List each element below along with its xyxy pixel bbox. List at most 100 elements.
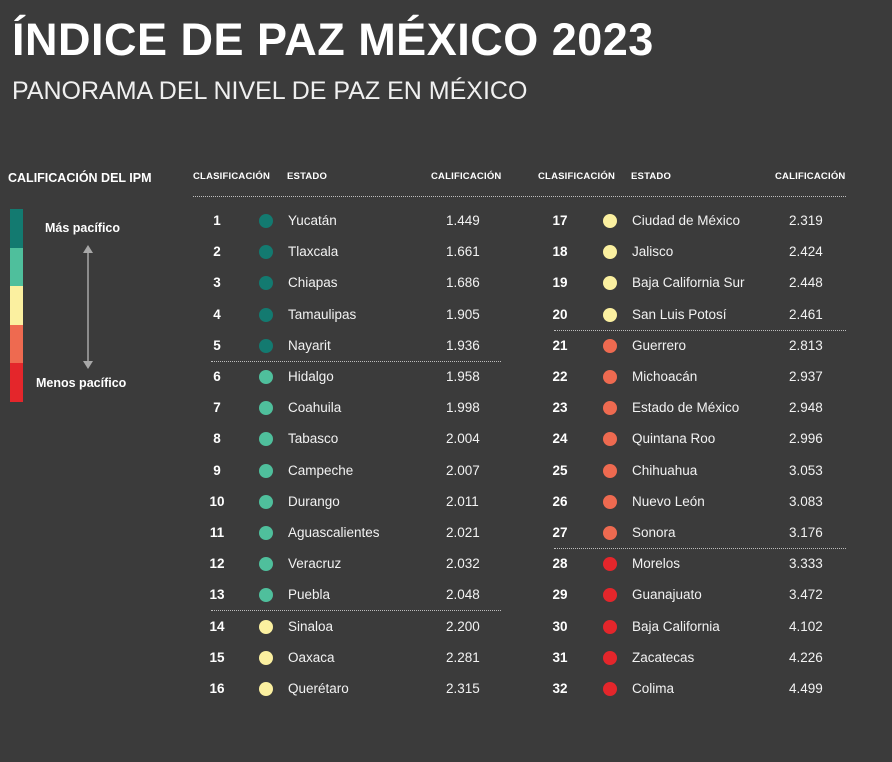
row-score: 2.315: [446, 681, 480, 696]
row-score: 2.011: [446, 493, 479, 509]
table-row: 1 Yucatán 1.449: [197, 211, 506, 231]
row-rank: 4: [213, 306, 221, 322]
row-score: 2.200: [446, 618, 480, 634]
row-state: Querétaro: [288, 681, 349, 696]
row-state: Nuevo León: [632, 493, 705, 509]
table-row: 16 Querétaro 2.315: [197, 679, 506, 699]
row-color-dot: [259, 432, 273, 447]
row-rank: 23: [552, 400, 568, 416]
row-color-dot: [603, 276, 617, 291]
row-score: 2.448: [789, 275, 823, 291]
row-rank: 16: [209, 681, 225, 696]
table-row: 32 Colima 4.499: [540, 679, 849, 699]
row-score: 2.007: [446, 462, 480, 478]
legend-color-segment: [10, 286, 23, 325]
row-state: Durango: [288, 493, 340, 509]
table-row: 3 Chiapas 1.686: [197, 273, 506, 293]
row-score: 3.176: [789, 525, 823, 540]
row-score: 1.449: [446, 213, 480, 228]
row-score: 1.958: [446, 369, 480, 384]
table-row: 12 Veracruz 2.032: [197, 554, 506, 574]
row-score: 3.083: [789, 493, 823, 509]
row-rank: 8: [213, 431, 221, 447]
row-score: 3.053: [789, 462, 823, 478]
group-divider: [554, 329, 846, 331]
row-color-dot: [603, 650, 617, 665]
row-color-dot: [603, 432, 617, 447]
row-rank: 11: [209, 525, 225, 540]
row-state: Yucatán: [288, 213, 337, 228]
header-state-left: ESTADO: [287, 171, 328, 182]
row-state: Guanajuato: [632, 587, 702, 603]
row-rank: 12: [209, 556, 225, 572]
row-color-dot: [603, 619, 617, 634]
row-color-dot: [259, 245, 273, 260]
row-color-dot: [259, 463, 273, 478]
row-color-dot: [603, 588, 617, 603]
row-state: Quintana Roo: [632, 431, 716, 447]
table-row: 17 Ciudad de México 2.319: [540, 211, 849, 231]
row-rank: 5: [213, 337, 221, 353]
row-state: Hidalgo: [288, 369, 334, 384]
row-rank: 22: [552, 369, 568, 384]
row-rank: 3: [213, 275, 221, 291]
row-score: 3.333: [789, 556, 823, 572]
table-row: 8 Tabasco 2.004: [197, 429, 506, 449]
table-row: 25 Chihuahua 3.053: [540, 461, 849, 481]
header-score-left: CALIFICACIÓN: [431, 171, 502, 182]
table-row: 7 Coahuila 1.998: [197, 398, 506, 418]
header-divider: [193, 196, 846, 197]
row-score: 4.499: [789, 681, 823, 696]
table-row: 28 Morelos 3.333: [540, 554, 849, 574]
table-row: 9 Campeche 2.007: [197, 461, 506, 481]
row-rank: 14: [209, 618, 225, 634]
row-rank: 9: [213, 462, 221, 478]
row-state: Tabasco: [288, 431, 339, 447]
row-state: Aguascalientes: [288, 525, 380, 540]
table-row: 4 Tamaulipas 1.905: [197, 305, 506, 325]
row-score: 1.686: [446, 275, 480, 291]
group-divider: [211, 360, 501, 362]
row-score: 1.905: [446, 306, 480, 322]
table-row: 21 Guerrero 2.813: [540, 336, 849, 356]
row-score: 2.948: [789, 400, 823, 416]
row-rank: 25: [552, 462, 568, 478]
table-row: 10 Durango 2.011: [197, 492, 506, 512]
row-state: Sonora: [632, 525, 676, 540]
legend-color-segment: [10, 209, 23, 248]
group-divider: [554, 548, 846, 549]
row-state: Ciudad de México: [632, 213, 741, 228]
row-rank: 18: [552, 244, 568, 260]
row-color-dot: [603, 245, 617, 260]
table-row: 30 Baja California 4.102: [540, 617, 849, 637]
table-row: 11 Aguascalientes 2.021: [197, 523, 506, 543]
header-score-right: CALIFICACIÓN: [775, 171, 846, 182]
table-row: 13 Puebla 2.048: [197, 585, 506, 605]
row-score: 2.937: [789, 369, 823, 384]
row-rank: 7: [213, 400, 221, 416]
row-score: 2.032: [446, 556, 480, 572]
row-color-dot: [603, 526, 617, 540]
table-row: 5 Nayarit 1.936: [197, 336, 506, 356]
row-state: Nayarit: [288, 337, 331, 353]
row-color-dot: [259, 307, 273, 322]
row-score: 2.996: [789, 431, 823, 447]
row-score: 2.021: [446, 525, 480, 540]
legend-bottom-label: Menos pacífico: [36, 376, 127, 390]
table-row: 19 Baja California Sur 2.448: [540, 273, 849, 293]
row-score: 2.048: [446, 587, 480, 603]
row-state: Jalisco: [632, 244, 674, 260]
row-color-dot: [259, 494, 273, 509]
page-title: ÍNDICE DE PAZ MÉXICO 2023: [12, 14, 654, 65]
header-state-right: ESTADO: [631, 171, 672, 182]
row-state: Tlaxcala: [288, 244, 339, 260]
header-rank-right: CLASIFICACIÓN: [538, 171, 616, 182]
row-state: Veracruz: [288, 556, 342, 572]
row-rank: 1: [213, 213, 221, 228]
row-rank: 30: [552, 618, 568, 634]
row-rank: 26: [552, 493, 568, 509]
row-rank: 15: [209, 649, 225, 665]
row-state: Zacatecas: [632, 649, 695, 665]
row-rank: 20: [552, 306, 568, 322]
legend-color-bar: [10, 209, 23, 402]
